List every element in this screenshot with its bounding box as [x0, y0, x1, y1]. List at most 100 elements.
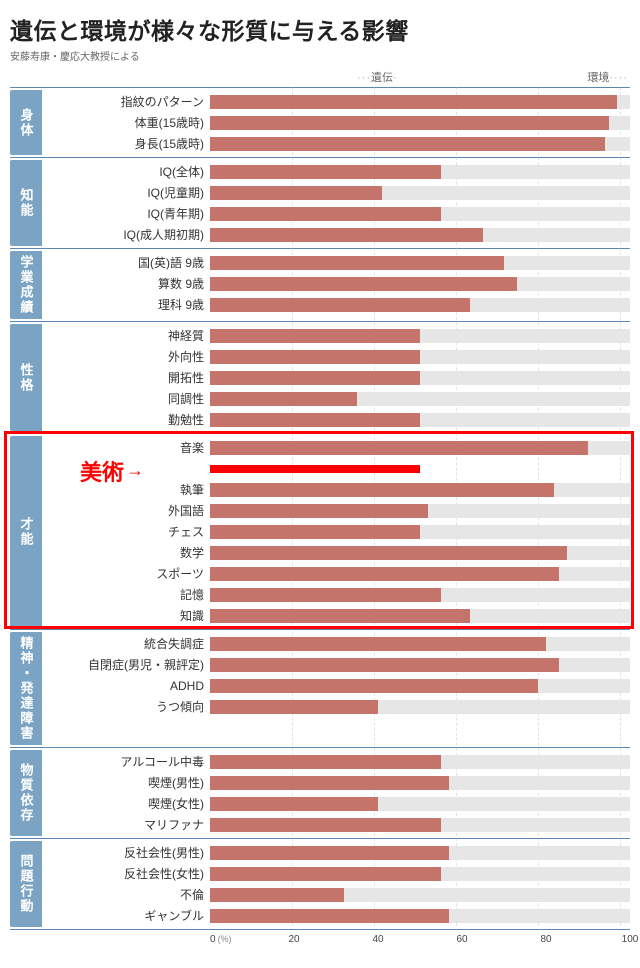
row: ギャンブル — [42, 905, 630, 926]
bar-fill — [210, 797, 378, 811]
category-tab: 問題行動 — [10, 841, 42, 927]
category-tab: 身体 — [10, 90, 42, 155]
row-label: 統合失調症 — [42, 635, 210, 652]
row: チェス — [42, 521, 630, 542]
bar-track — [210, 700, 630, 714]
category-tab: 精神・発達障害 — [10, 632, 42, 745]
bar-track — [210, 116, 630, 130]
bar-track — [210, 371, 630, 385]
rows: アルコール中毒喫煙(男性) 喫煙(女性) マリファナ — [42, 748, 630, 838]
row-label: IQ(成人期初期) — [42, 226, 210, 243]
row: 理科 9歳 — [42, 294, 630, 315]
row: 国(英)語 9歳 — [42, 252, 630, 273]
bar-track — [210, 658, 630, 672]
group: 学業成績国(英)語 9歳算数 9歳理科 9歳 — [10, 248, 630, 321]
group: 物質依存アルコール中毒喫煙(男性) 喫煙(女性) マリファナ — [10, 747, 630, 838]
chart-subtitle: 安藤寿康・慶応大教授による — [10, 48, 630, 63]
bar-fill — [210, 207, 441, 221]
legend-row: ···遺伝· 環境···· — [210, 69, 630, 85]
row: 執筆 — [42, 479, 630, 500]
x-axis: 0(%)20406080100 — [210, 934, 630, 948]
row-label: アルコール中毒 — [42, 753, 210, 770]
bar-fill — [210, 700, 378, 714]
bar-track — [210, 909, 630, 923]
bar-fill — [210, 298, 470, 312]
row-label: IQ(児童期) — [42, 184, 210, 201]
bar-fill — [210, 525, 420, 539]
bar-track — [210, 298, 630, 312]
chart-area: 身体指紋のパターン体重(15歳時)身長(15歳時)知能IQ(全体)IQ(児童期)… — [10, 87, 630, 948]
bar-track — [210, 207, 630, 221]
row-label: 知識 — [42, 607, 210, 624]
bar-fill — [210, 637, 546, 651]
x-tick: 0(%) — [210, 934, 232, 945]
group: 精神・発達障害統合失調症自閉症(男児・親評定) ADHD うつ傾向 — [10, 629, 630, 747]
row: 喫煙(女性) — [42, 793, 630, 814]
category-tab: 物質依存 — [10, 750, 42, 836]
row-label: 喫煙(女性) — [42, 795, 210, 812]
row: 指紋のパターン — [42, 91, 630, 112]
bar-fill — [210, 679, 538, 693]
row-label: 喫煙(男性) — [42, 774, 210, 791]
row: 自閉症(男児・親評定) — [42, 654, 630, 675]
bar-fill — [210, 609, 470, 623]
bar-fill — [210, 371, 420, 385]
bar-fill — [210, 228, 483, 242]
row-label: 指紋のパターン — [42, 93, 210, 110]
bar-fill — [210, 755, 441, 769]
row-label: 外向性 — [42, 348, 210, 365]
row-label: チェス — [42, 523, 210, 540]
row-label: 同調性 — [42, 390, 210, 407]
bar-track — [210, 329, 630, 343]
bar-fill — [210, 413, 420, 427]
group: 問題行動反社会性(男性)反社会性(女性)不倫ギャンブル — [10, 838, 630, 930]
row-label: 国(英)語 9歳 — [42, 254, 210, 271]
bar-fill — [210, 504, 428, 518]
row: IQ(成人期初期) — [42, 224, 630, 245]
row-label: 執筆 — [42, 481, 210, 498]
rows: 国(英)語 9歳算数 9歳理科 9歳 — [42, 249, 630, 321]
bar-track — [210, 441, 630, 455]
row: 体重(15歳時) — [42, 112, 630, 133]
row: 記憶 — [42, 584, 630, 605]
row-label: ギャンブル — [42, 907, 210, 924]
row: アルコール中毒 — [42, 751, 630, 772]
bar-fill — [210, 392, 357, 406]
category-tab: 才能 — [10, 436, 42, 627]
category-tab: 知能 — [10, 160, 42, 246]
row-label: 音楽 — [42, 439, 210, 456]
bar-fill — [210, 165, 441, 179]
row-label: 反社会性(女性) — [42, 865, 210, 882]
row-label: マリファナ — [42, 816, 210, 833]
row: マリファナ — [42, 814, 630, 835]
bar-track — [210, 797, 630, 811]
bar-track — [210, 413, 630, 427]
bar-track — [210, 256, 630, 270]
row: うつ傾向 — [42, 696, 630, 717]
row: 身長(15歳時) — [42, 133, 630, 154]
legend-environment: 環境···· — [587, 69, 628, 85]
bar-fill — [210, 116, 609, 130]
bar-fill — [210, 465, 420, 473]
bar-track — [210, 186, 630, 200]
row-label: 自閉症(男児・親評定) — [42, 656, 210, 673]
row-label: うつ傾向 — [42, 698, 210, 715]
bar-track — [210, 776, 630, 790]
row: 数学 — [42, 542, 630, 563]
row: 反社会性(男性) — [42, 842, 630, 863]
bar-fill — [210, 441, 588, 455]
bar-track — [210, 137, 630, 151]
bar-fill — [210, 776, 449, 790]
row: ADHD — [42, 675, 630, 696]
row-label: 勤勉性 — [42, 411, 210, 428]
bar-track — [210, 846, 630, 860]
row-label: 算数 9歳 — [42, 275, 210, 292]
bar-fill — [210, 483, 554, 497]
row: 神経質 — [42, 325, 630, 346]
bar-track — [210, 679, 630, 693]
bar-fill — [210, 256, 504, 270]
bar-track — [210, 277, 630, 291]
bar-track — [210, 867, 630, 881]
group: 才能音楽執筆外国語チェス数学スポーツ記憶知識 — [10, 433, 630, 629]
rows: 反社会性(男性)反社会性(女性)不倫ギャンブル — [42, 839, 630, 929]
